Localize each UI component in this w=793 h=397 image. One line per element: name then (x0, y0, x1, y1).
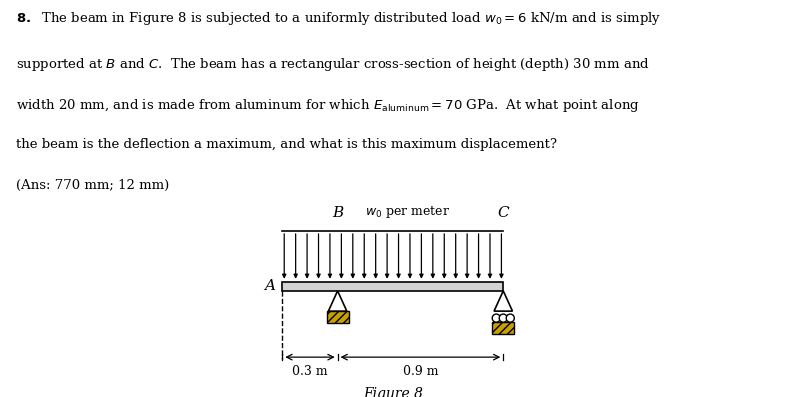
Text: B: B (332, 206, 343, 220)
Bar (282, 282, 504, 291)
Text: A: A (264, 279, 275, 293)
Bar (492, 322, 515, 334)
Circle shape (500, 314, 508, 322)
Text: (Ans: 770 mm; 12 mm): (Ans: 770 mm; 12 mm) (16, 179, 169, 193)
Circle shape (506, 314, 515, 322)
Text: $w_0$ per meter: $w_0$ per meter (365, 204, 450, 220)
Circle shape (492, 314, 500, 322)
Text: $\mathbf{8.}$  The beam in Figure 8 is subjected to a uniformly distributed load: $\mathbf{8.}$ The beam in Figure 8 is su… (16, 10, 661, 27)
Text: supported at $B$ and $C$.  The beam has a rectangular cross-section of height (d: supported at $B$ and $C$. The beam has a… (16, 56, 649, 73)
Text: the beam is the deflection a maximum, and what is this maximum displacement?: the beam is the deflection a maximum, an… (16, 138, 557, 151)
Bar (327, 311, 349, 323)
Text: width 20 mm, and is made from aluminum for which $E_\mathrm{aluminum} = 70$ GPa.: width 20 mm, and is made from aluminum f… (16, 97, 639, 114)
Text: Figure 8: Figure 8 (363, 387, 423, 397)
Text: 0.3 m: 0.3 m (292, 364, 328, 378)
Polygon shape (328, 291, 347, 311)
Text: 0.9 m: 0.9 m (403, 364, 439, 378)
Text: C: C (497, 206, 509, 220)
Polygon shape (494, 291, 512, 311)
